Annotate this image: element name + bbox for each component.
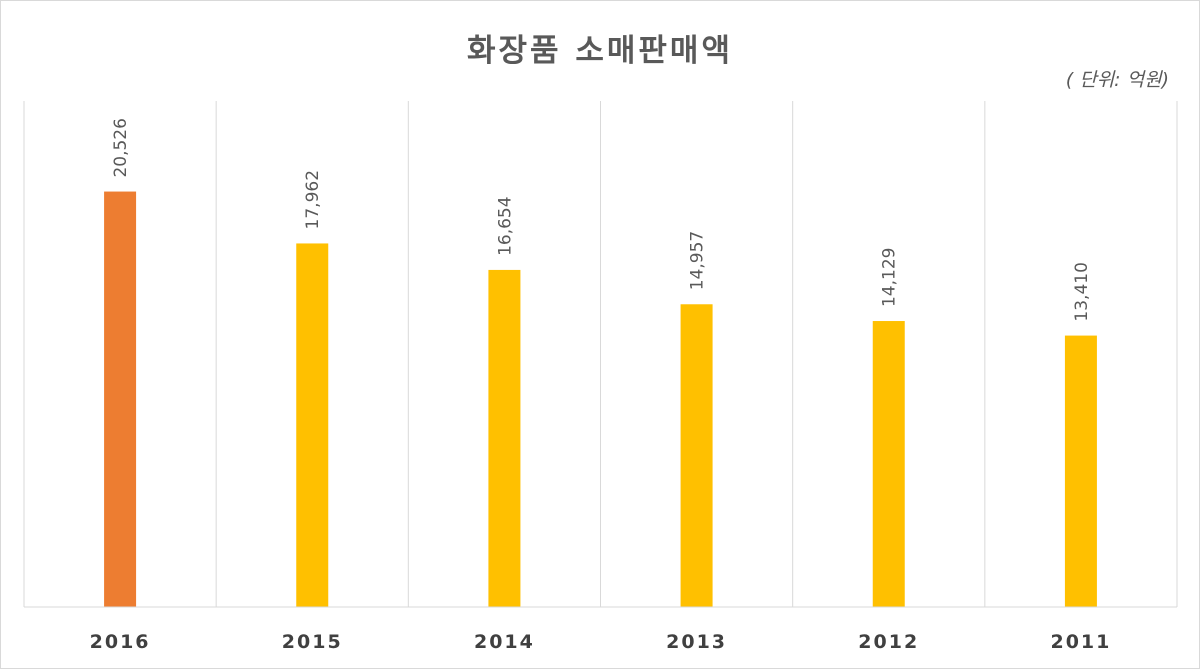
x-tick-label-2016: 2016 [90, 631, 151, 653]
x-tick-label-2014: 2014 [474, 631, 535, 653]
data-label-2016: 20,526 [111, 118, 131, 177]
bar-2014 [488, 269, 521, 607]
chart-title: 화장품 소매판매액 [467, 33, 733, 69]
data-label-2014: 16,654 [495, 196, 515, 255]
data-label-2012: 14,129 [880, 248, 900, 307]
x-tick-label-2011: 2011 [1050, 631, 1111, 653]
bar-2015 [296, 243, 329, 607]
unit-note: ( 단위: 억원) [1065, 69, 1169, 91]
x-tick-label-2015: 2015 [282, 631, 343, 653]
data-label-2015: 17,962 [303, 170, 323, 229]
bar-2013 [680, 304, 713, 607]
data-label-2011: 13,410 [1072, 262, 1092, 321]
bar-2012 [872, 321, 905, 607]
bar-2011 [1064, 335, 1097, 607]
bar-2016 [104, 191, 137, 607]
x-tick-label-2013: 2013 [666, 631, 727, 653]
data-label-2013: 14,957 [688, 231, 708, 290]
x-tick-label-2012: 2012 [858, 631, 919, 653]
